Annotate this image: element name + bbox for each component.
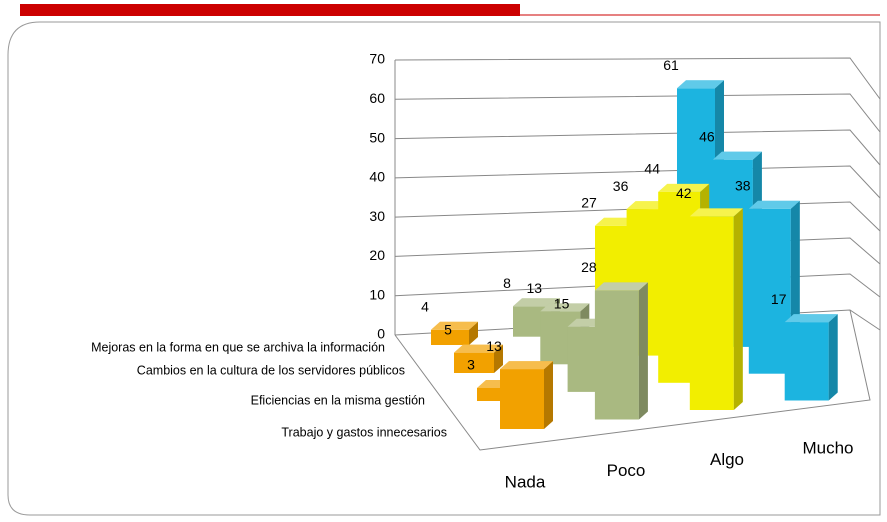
bar	[431, 329, 469, 345]
grid-line	[394, 93, 881, 133]
bar-top-light	[594, 282, 648, 291]
x-tick-label: Mucho	[802, 438, 853, 457]
bar-top	[784, 314, 838, 323]
bar	[784, 322, 829, 401]
data-label: 8	[503, 275, 511, 291]
bar-side-shade	[494, 344, 503, 373]
bar	[454, 352, 494, 373]
bar-side	[494, 344, 503, 373]
bar-top	[689, 208, 743, 217]
bar-top	[658, 183, 710, 192]
y-tick-label: 30	[369, 208, 385, 224]
bar-top-light	[784, 314, 838, 323]
data-label: 13	[486, 338, 502, 354]
data-label: 38	[735, 177, 751, 193]
data-label: 3	[467, 357, 475, 373]
series-label: Eficiencias en la misma gestión	[251, 393, 425, 407]
bar	[594, 290, 639, 420]
bar-side-shade	[733, 208, 743, 410]
bar-side-shade	[469, 321, 478, 345]
bar-top	[500, 361, 553, 370]
data-label: 15	[554, 296, 570, 312]
bar-top	[712, 151, 762, 160]
bar-top-light	[500, 361, 553, 370]
grid-line	[394, 237, 881, 265]
data-label: 42	[676, 185, 692, 201]
bar-top-light	[658, 183, 710, 192]
bar-side	[544, 361, 553, 429]
bar-top-light	[748, 200, 800, 209]
bar-top-light	[540, 303, 590, 312]
series-label: Cambios en la cultura de los servidores …	[137, 363, 405, 377]
data-label: 17	[771, 291, 787, 307]
frame	[7, 21, 881, 516]
header-bar	[20, 4, 520, 16]
bar-side	[828, 314, 838, 401]
y-tick-label: 60	[369, 90, 385, 106]
bar-top	[748, 200, 800, 209]
data-label: 5	[444, 321, 452, 337]
y-tick-label: 20	[369, 247, 385, 263]
bar-top	[454, 344, 503, 353]
bar-side	[469, 321, 478, 345]
y-tick-label: 70	[369, 51, 385, 67]
data-label: 61	[663, 57, 679, 73]
y-tick-label: 40	[369, 169, 385, 185]
bar	[748, 208, 791, 374]
bar-side-shade	[828, 314, 838, 401]
bar-top-light	[513, 298, 560, 307]
bar-top-light	[431, 321, 478, 330]
data-label: 4	[421, 299, 429, 315]
x-tick-label: Nada	[505, 472, 546, 491]
bar-top-light	[677, 80, 724, 89]
series-label: Trabajo y gastos innecesarios	[281, 425, 447, 439]
grid-line	[394, 273, 881, 298]
x-tick-label: Poco	[607, 461, 646, 480]
bar	[689, 216, 734, 410]
grid-line	[394, 165, 881, 199]
data-label: 36	[613, 178, 629, 194]
bar-side-shade	[544, 361, 553, 429]
bar-top	[677, 80, 724, 89]
bar-side	[733, 208, 743, 410]
data-label: 28	[581, 259, 597, 275]
bar-top	[540, 303, 590, 312]
grid-line	[394, 129, 881, 166]
grid-line	[394, 201, 881, 232]
bar-top	[594, 282, 648, 291]
series-label: Mejoras en la forma en que se archiva la…	[91, 340, 385, 354]
grid-line	[394, 57, 881, 100]
bar-top-light	[712, 151, 762, 160]
data-label: 27	[581, 195, 597, 211]
y-tick-label: 0	[377, 326, 385, 342]
data-label: 44	[644, 161, 660, 177]
y-tick-label: 50	[369, 129, 385, 145]
bar-top	[513, 298, 560, 307]
bar-side	[638, 282, 648, 420]
y-tick-label: 10	[369, 286, 385, 302]
bar-side-shade	[638, 282, 648, 420]
x-tick-label: Algo	[710, 450, 744, 469]
data-label: 46	[699, 128, 715, 144]
bar	[500, 369, 544, 429]
bar-top	[431, 321, 478, 330]
bar-top-light	[454, 344, 503, 353]
floor	[394, 309, 871, 451]
bar-top-light	[689, 208, 743, 217]
data-label: 13	[527, 280, 543, 296]
